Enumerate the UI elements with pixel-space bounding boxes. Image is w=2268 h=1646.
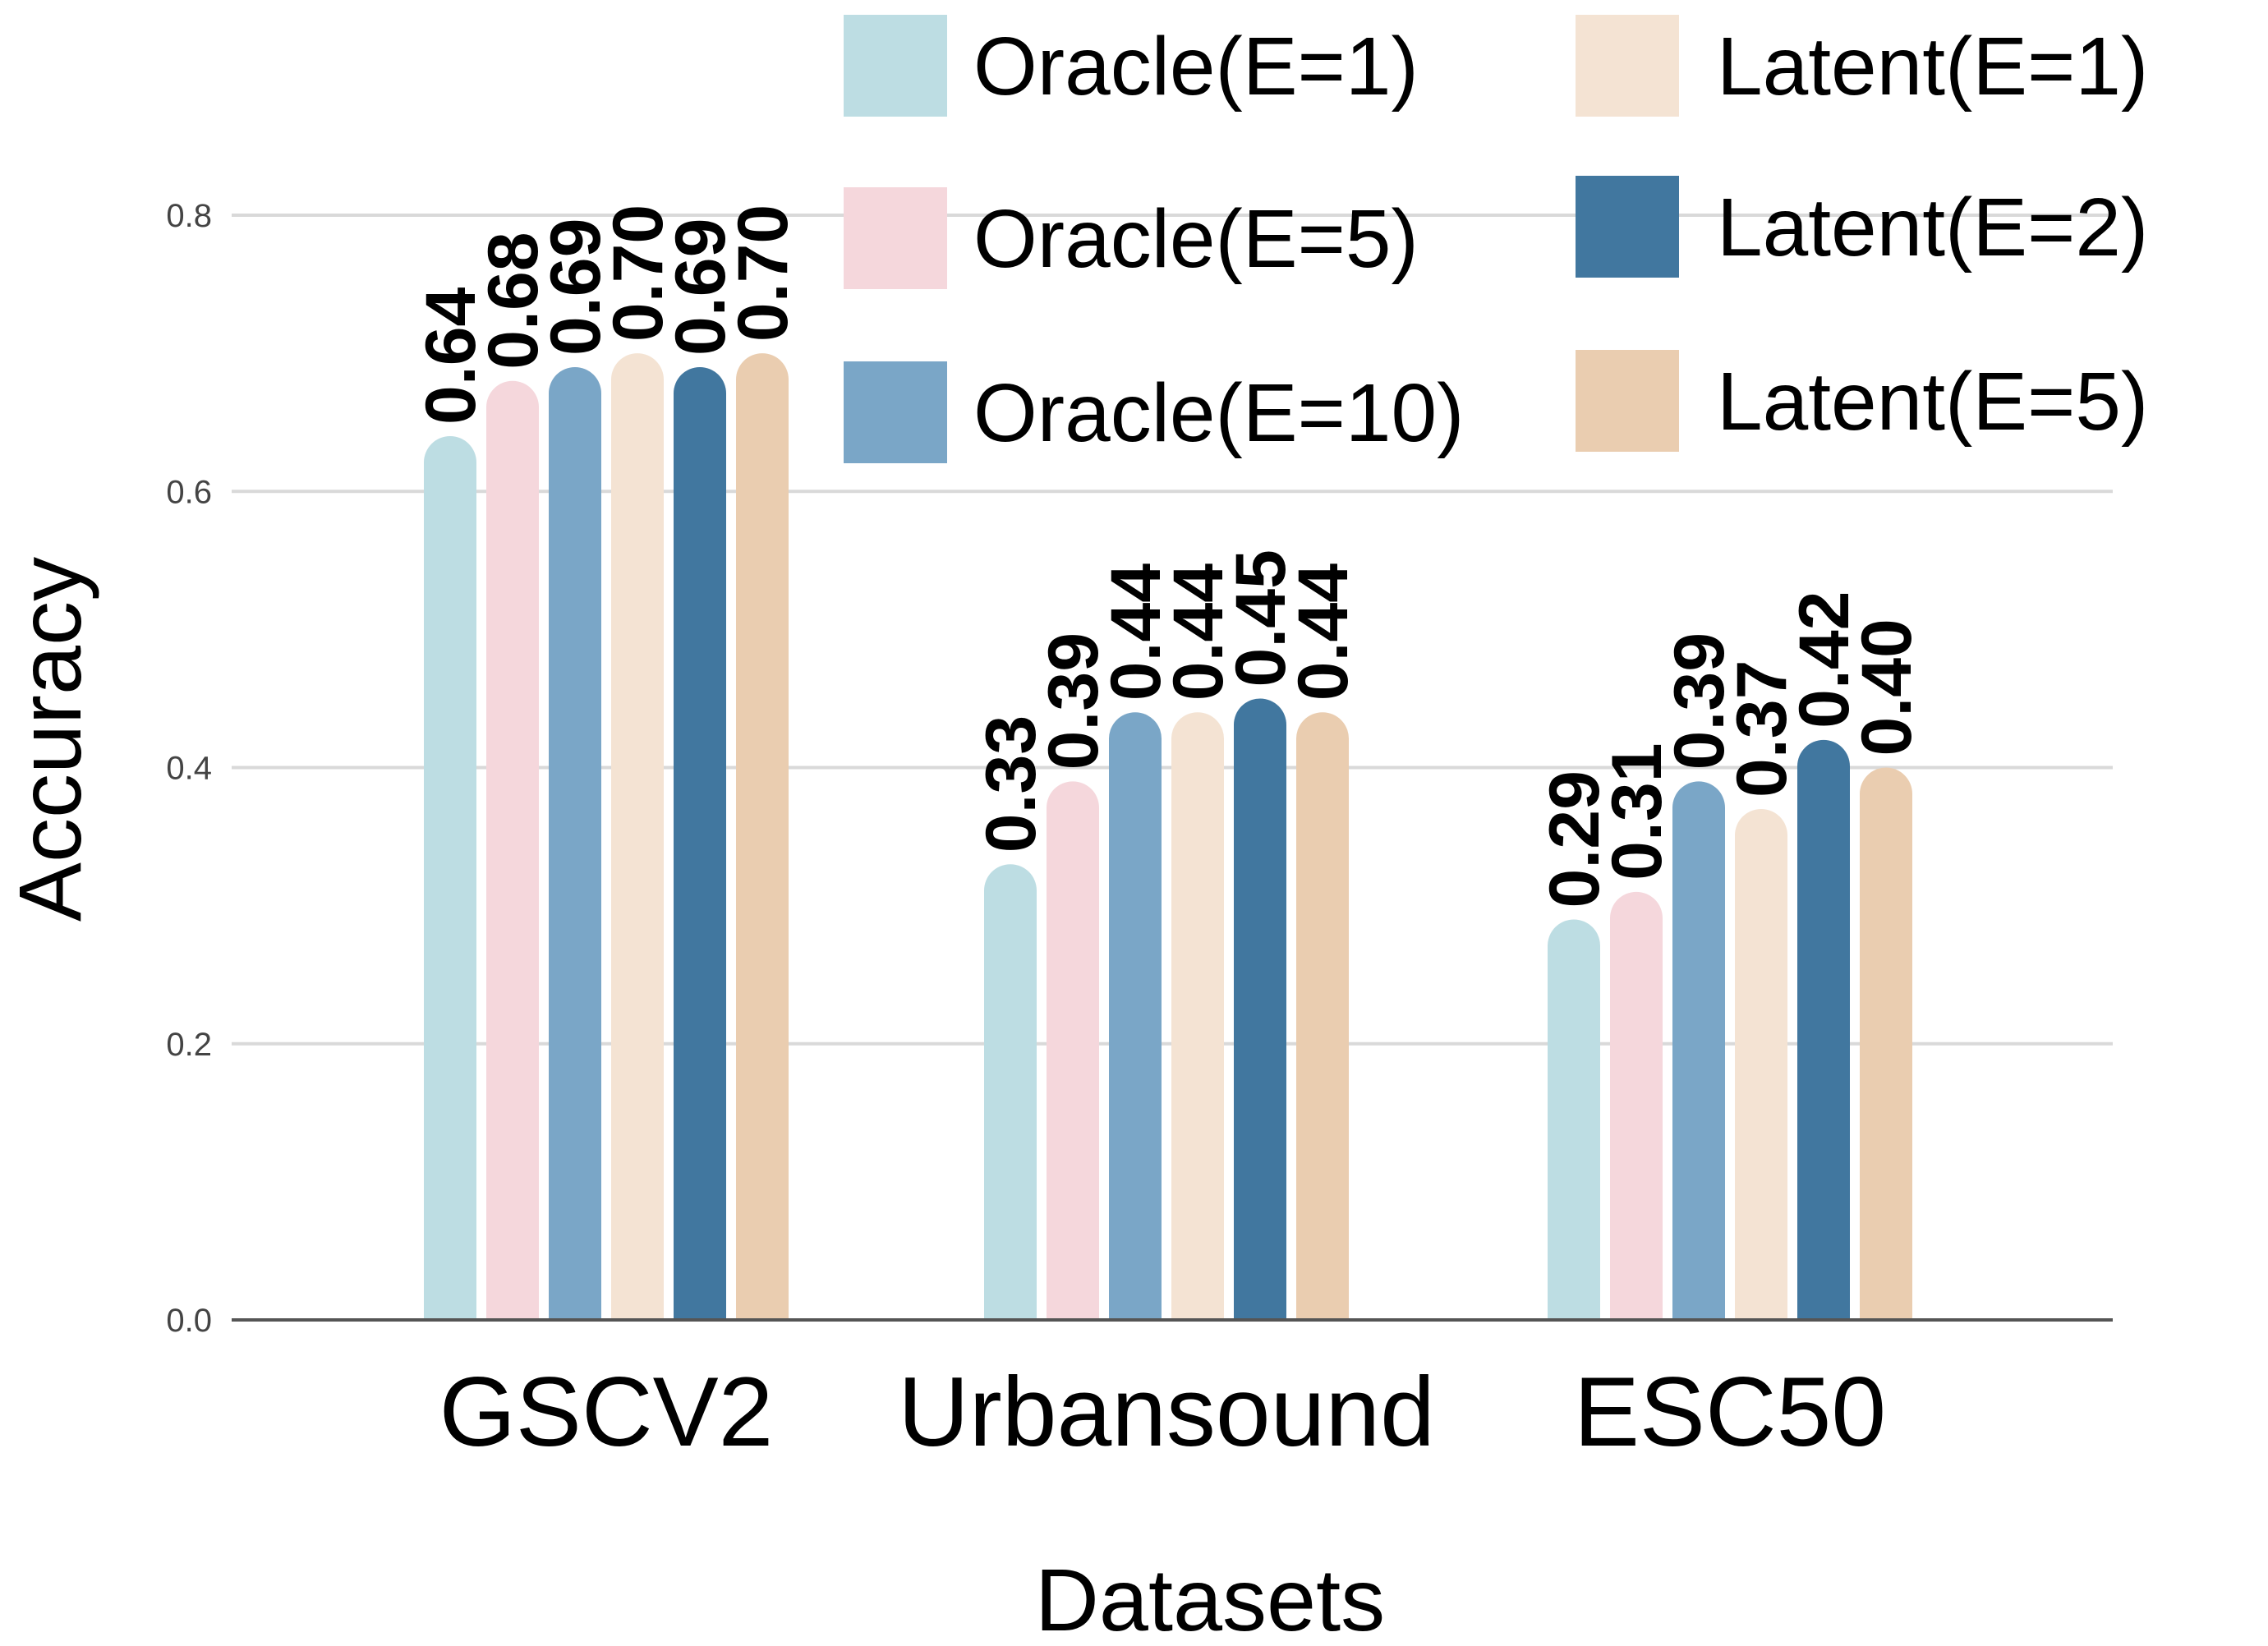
legend-swatch: [1576, 15, 1679, 117]
bar: [1797, 739, 1850, 1320]
bar-value-label: 0.44: [1284, 563, 1363, 701]
bar: [486, 380, 539, 1320]
x-tick-labels: GSCV2 Urbansound ESC50: [439, 1357, 1887, 1467]
bar-value-label: 0.42: [1785, 591, 1864, 728]
bar-value-label: 0.70: [724, 205, 803, 342]
bar: [1548, 919, 1600, 1320]
bar: [1234, 698, 1286, 1320]
bar: [1672, 781, 1725, 1320]
bar: [611, 353, 664, 1320]
y-tick-label: 0.4: [166, 751, 212, 787]
bar-value-label: 0.37: [1723, 660, 1801, 798]
legend-swatch: [1576, 350, 1679, 452]
y-tick-label: 0.8: [166, 198, 212, 234]
bar: [1610, 891, 1663, 1320]
bar-value-label: 0.45: [1221, 549, 1300, 687]
legend-label: Latent(E=2): [1717, 182, 2148, 274]
x-tick-label: Urbansound: [898, 1357, 1435, 1467]
bar: [736, 353, 789, 1320]
legend-label: Oracle(E=1): [973, 21, 1419, 113]
legend: Oracle(E=1) Oracle(E=5) Oracle(E=10) Latent…: [844, 15, 2148, 463]
x-axis-label: Datasets: [1035, 1550, 1385, 1646]
bar: [1296, 712, 1349, 1320]
legend-swatch: [844, 187, 947, 289]
bar-value-label: 0.64: [412, 287, 490, 425]
bars: [424, 353, 1912, 1320]
bar: [549, 366, 601, 1320]
bar-value-label: 0.31: [1598, 743, 1677, 880]
y-tick-label: 0.0: [166, 1303, 212, 1339]
y-tick-label: 0.6: [166, 474, 212, 510]
x-tick-label: GSCV2: [439, 1357, 774, 1467]
bar: [1171, 712, 1224, 1320]
bar-value-label: 0.40: [1847, 618, 1926, 756]
bar-value-label: 0.44: [1159, 563, 1238, 701]
bar-value-label: 0.68: [474, 232, 553, 369]
y-tick-label: 0.2: [166, 1027, 212, 1063]
legend-label: Latent(E=5): [1717, 356, 2148, 448]
legend-swatch: [844, 361, 947, 463]
bar: [1735, 808, 1787, 1320]
legend-label: Oracle(E=5): [973, 193, 1419, 285]
legend-label: Oracle(E=10): [973, 367, 1464, 459]
bar: [1860, 767, 1912, 1320]
bar: [1047, 781, 1099, 1320]
legend-swatch: [844, 15, 947, 117]
bar-value-labels: 0.640.680.690.700.690.700.330.390.440.44…: [412, 205, 1926, 908]
legend-label: Latent(E=1): [1717, 21, 2148, 113]
x-tick-label: ESC50: [1574, 1357, 1886, 1467]
legend-swatch: [1576, 176, 1679, 278]
bar-value-label: 0.39: [1034, 632, 1113, 770]
bar: [1109, 712, 1162, 1320]
bar-value-label: 0.33: [972, 715, 1051, 853]
bar-value-label: 0.69: [536, 218, 615, 356]
bar-value-label: 0.29: [1535, 770, 1614, 908]
bar: [674, 366, 726, 1320]
bar-value-label: 0.44: [1097, 563, 1175, 701]
bar-value-label: 0.70: [599, 205, 678, 342]
bar: [984, 864, 1037, 1320]
gridlines: 0.0 0.2 0.4 0.6 0.8: [166, 198, 2113, 1339]
bar-value-label: 0.39: [1660, 632, 1739, 770]
y-axis-label: Accuracy: [0, 557, 99, 922]
bar: [424, 436, 476, 1320]
bar-value-label: 0.69: [661, 218, 740, 356]
